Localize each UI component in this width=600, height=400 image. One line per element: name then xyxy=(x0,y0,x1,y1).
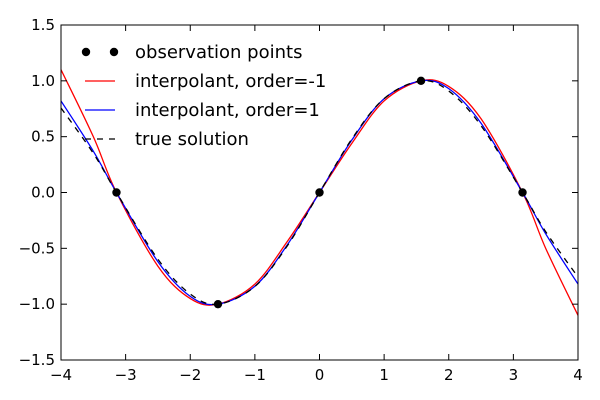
observation-point xyxy=(213,299,223,309)
y-tick-label: 1.5 xyxy=(31,16,55,34)
observation-point xyxy=(518,188,527,197)
markers-layer xyxy=(112,76,527,309)
y-tick-label: −1.0 xyxy=(19,295,55,313)
x-tick-label: 3 xyxy=(509,366,519,384)
x-tick-label: 0 xyxy=(315,366,325,384)
legend: observation points interpolant, order=-1 i… xyxy=(81,42,326,150)
observation-point xyxy=(315,188,324,197)
x-tick-label: −1 xyxy=(244,366,266,384)
y-tick-label: 0.0 xyxy=(31,184,55,202)
x-tick-label: −2 xyxy=(179,366,201,384)
y-tick-label: −1.5 xyxy=(19,351,55,369)
legend-label-0: observation points xyxy=(135,42,302,63)
x-tick-label: −3 xyxy=(115,366,137,384)
x-tick-label: −4 xyxy=(50,366,72,384)
legend-marker xyxy=(109,47,119,57)
x-tick-label: 4 xyxy=(573,366,583,384)
x-tick-label: 2 xyxy=(444,366,454,384)
legend-marker xyxy=(81,47,91,57)
observation-point xyxy=(416,76,426,86)
y-tick-label: 1.0 xyxy=(31,72,55,90)
legend-label-3: true solution xyxy=(135,129,249,150)
legend-label-2: interpolant, order=1 xyxy=(135,100,320,121)
legend-label-1: interpolant, order=-1 xyxy=(135,71,326,92)
ticks-layer: −4 −3 −2 −1 0 1 2 3 4 −1.5 −1.0 −0.5 0.0 0.5 1.0 1.5 xyxy=(19,16,583,384)
x-tick-label: 1 xyxy=(379,366,389,384)
y-tick-label: 0.5 xyxy=(31,128,55,146)
y-tick-label: −0.5 xyxy=(19,239,55,257)
observation-point xyxy=(112,188,121,197)
